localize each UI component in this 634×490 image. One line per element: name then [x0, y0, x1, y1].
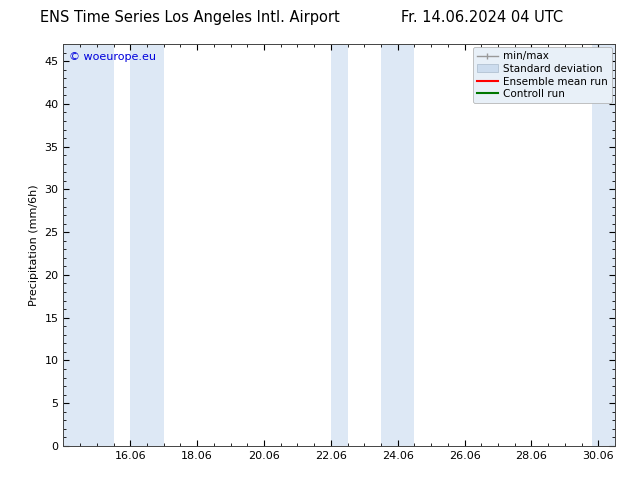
Y-axis label: Precipitation (mm/6h): Precipitation (mm/6h) — [29, 184, 39, 306]
Text: Fr. 14.06.2024 04 UTC: Fr. 14.06.2024 04 UTC — [401, 10, 563, 25]
Bar — [381, 44, 415, 446]
Bar — [592, 44, 615, 446]
Bar — [331, 44, 347, 446]
Legend: min/max, Standard deviation, Ensemble mean run, Controll run: min/max, Standard deviation, Ensemble me… — [473, 47, 612, 103]
Text: ENS Time Series Los Angeles Intl. Airport: ENS Time Series Los Angeles Intl. Airpor… — [41, 10, 340, 25]
Bar — [63, 44, 113, 446]
Bar — [130, 44, 164, 446]
Text: © woeurope.eu: © woeurope.eu — [69, 52, 156, 62]
